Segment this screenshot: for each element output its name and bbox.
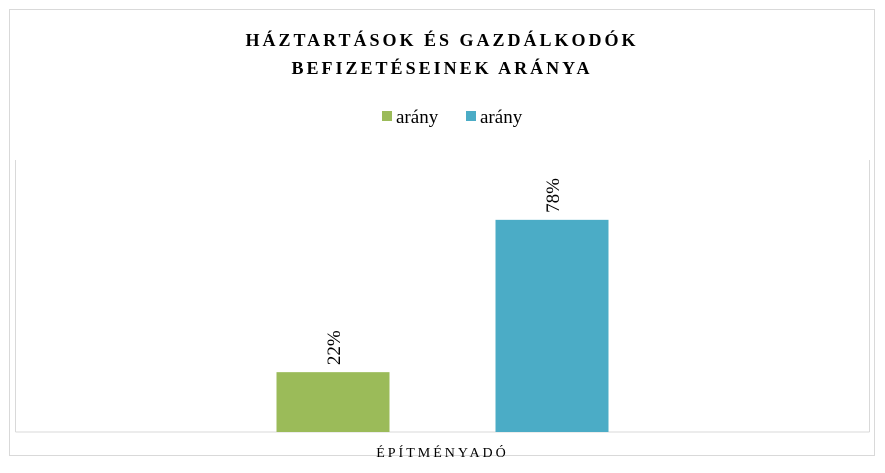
chart-border [9,9,875,456]
chart-title: HÁZTARTÁSOK ÉS GAZDÁLKODÓK [245,29,638,50]
data-label: 78% [543,178,564,213]
legend-swatch [466,111,476,121]
chart-title: BEFIZETÉSEINEK ARÁNYA [292,57,593,78]
legend-swatch [382,111,392,121]
legend-label: arány [480,107,523,128]
bar [495,219,609,432]
x-tick-label: ÉPÍTMÉNYADÓ [376,444,509,461]
data-label: 22% [324,330,345,365]
bar [276,372,390,432]
legend-label: arány [396,107,439,128]
